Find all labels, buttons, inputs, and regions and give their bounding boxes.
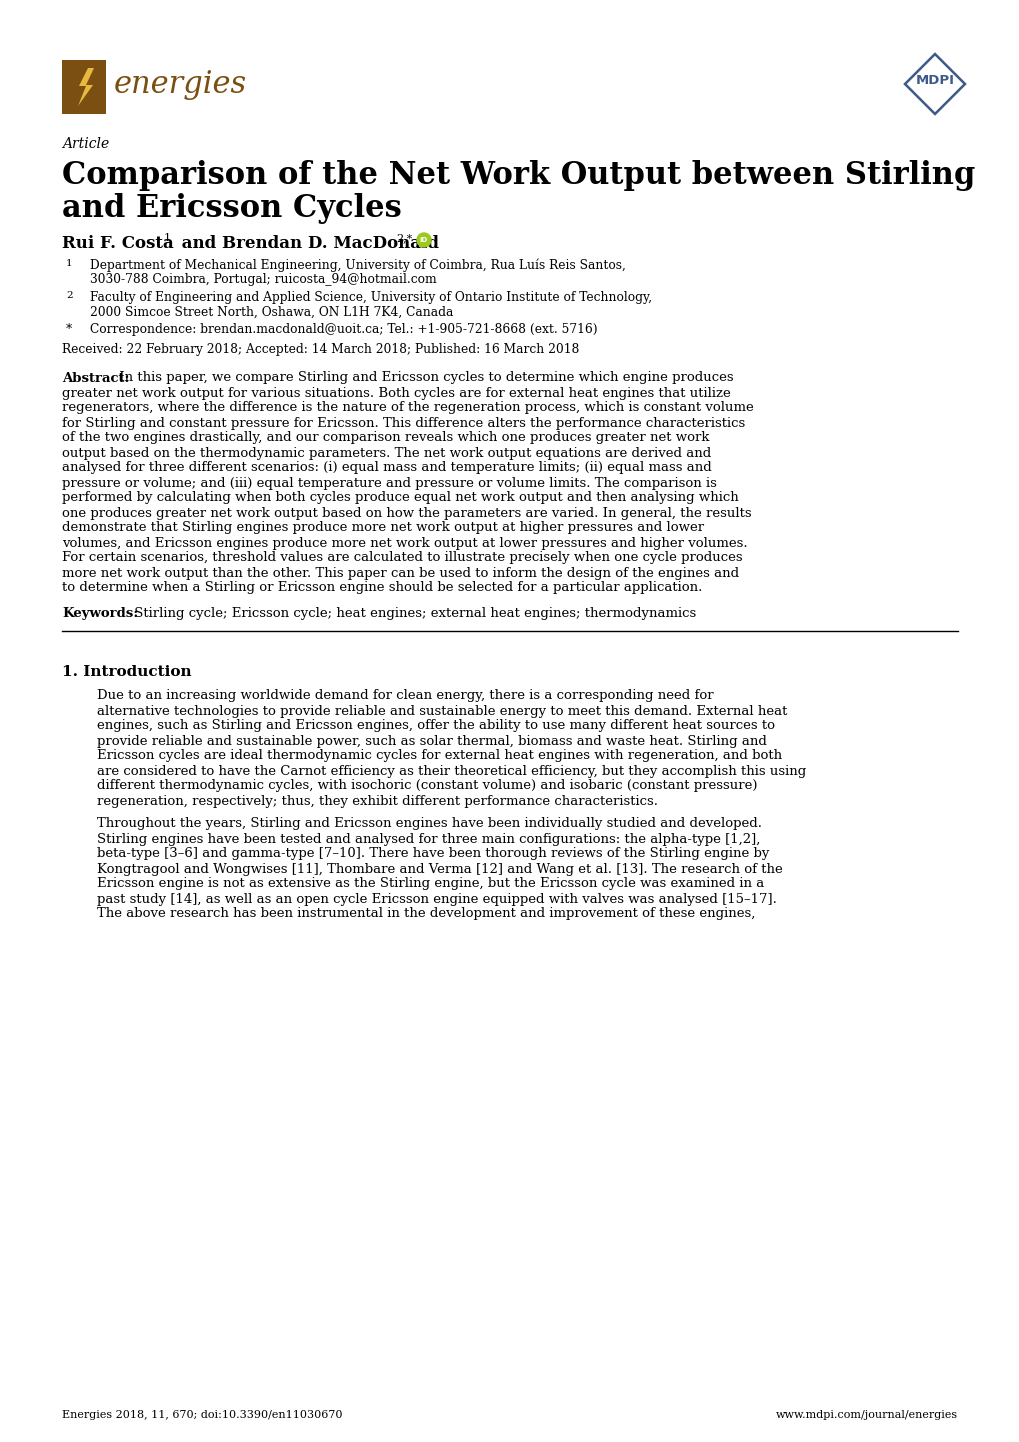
Text: Keywords:: Keywords: <box>62 607 139 620</box>
Text: www.mdpi.com/journal/energies: www.mdpi.com/journal/energies <box>775 1410 957 1420</box>
Circle shape <box>417 234 431 247</box>
Text: Correspondence: brendan.macdonald@uoit.ca; Tel.: +1-905-721-8668 (ext. 5716): Correspondence: brendan.macdonald@uoit.c… <box>90 323 597 336</box>
Text: demonstrate that Stirling engines produce more net work output at higher pressur: demonstrate that Stirling engines produc… <box>62 522 703 535</box>
Text: iD: iD <box>420 236 428 244</box>
Text: The above research has been instrumental in the development and improvement of t: The above research has been instrumental… <box>97 907 755 920</box>
Text: past study [14], as well as an open cycle Ericsson engine equipped with valves w: past study [14], as well as an open cycl… <box>97 893 776 906</box>
Bar <box>62 61 106 114</box>
Text: Energies 2018, 11, 670; doi:10.3390/en11030670: Energies 2018, 11, 670; doi:10.3390/en11… <box>62 1410 342 1420</box>
Text: 1. Introduction: 1. Introduction <box>62 665 192 679</box>
Text: Faculty of Engineering and Applied Science, University of Ontario Institute of T: Faculty of Engineering and Applied Scien… <box>90 291 651 304</box>
Text: Stirling engines have been tested and analysed for three main configurations: th: Stirling engines have been tested and an… <box>97 832 759 845</box>
Polygon shape <box>77 68 94 107</box>
Text: 2: 2 <box>66 291 72 300</box>
Text: and Ericsson Cycles: and Ericsson Cycles <box>62 193 401 224</box>
Text: engines, such as Stirling and Ericsson engines, offer the ability to use many di: engines, such as Stirling and Ericsson e… <box>97 720 774 733</box>
Text: 2000 Simcoe Street North, Oshawa, ON L1H 7K4, Canada: 2000 Simcoe Street North, Oshawa, ON L1H… <box>90 306 452 319</box>
Text: energies: energies <box>114 69 247 99</box>
Text: For certain scenarios, threshold values are calculated to illustrate precisely w: For certain scenarios, threshold values … <box>62 551 742 564</box>
Text: pressure or volume; and (iii) equal temperature and pressure or volume limits. T: pressure or volume; and (iii) equal temp… <box>62 476 716 489</box>
Text: regeneration, respectively; thus, they exhibit different performance characteris: regeneration, respectively; thus, they e… <box>97 795 657 808</box>
Text: greater net work output for various situations. Both cycles are for external hea: greater net work output for various situ… <box>62 386 730 399</box>
Text: Stirling cycle; Ericsson cycle; heat engines; external heat engines; thermodynam: Stirling cycle; Ericsson cycle; heat eng… <box>129 607 696 620</box>
Text: are considered to have the Carnot efficiency as their theoretical efficiency, bu: are considered to have the Carnot effici… <box>97 764 805 777</box>
Text: output based on the thermodynamic parameters. The net work output equations are : output based on the thermodynamic parame… <box>62 447 710 460</box>
Text: Ericsson engine is not as extensive as the Stirling engine, but the Ericsson cyc: Ericsson engine is not as extensive as t… <box>97 878 763 891</box>
Text: Due to an increasing worldwide demand for clean energy, there is a corresponding: Due to an increasing worldwide demand fo… <box>97 689 713 702</box>
Text: MDPI: MDPI <box>915 75 954 88</box>
Text: to determine when a Stirling or Ericsson engine should be selected for a particu: to determine when a Stirling or Ericsson… <box>62 581 702 594</box>
Text: Article: Article <box>62 137 109 151</box>
Text: of the two engines drastically, and our comparison reveals which one produces gr: of the two engines drastically, and our … <box>62 431 709 444</box>
Text: Comparison of the Net Work Output between Stirling: Comparison of the Net Work Output betwee… <box>62 160 974 190</box>
Text: performed by calculating when both cycles produce equal net work output and then: performed by calculating when both cycle… <box>62 492 738 505</box>
Text: 1: 1 <box>164 234 171 244</box>
Text: more net work output than the other. This paper can be used to inform the design: more net work output than the other. Thi… <box>62 567 739 580</box>
Text: and Brendan D. MacDonald: and Brendan D. MacDonald <box>176 235 438 252</box>
Text: 1: 1 <box>66 260 72 268</box>
Text: 2,*: 2,* <box>395 234 412 244</box>
Text: analysed for three different scenarios: (i) equal mass and temperature limits; (: analysed for three different scenarios: … <box>62 461 711 474</box>
Text: Ericsson cycles are ideal thermodynamic cycles for external heat engines with re: Ericsson cycles are ideal thermodynamic … <box>97 750 782 763</box>
Text: alternative technologies to provide reliable and sustainable energy to meet this: alternative technologies to provide reli… <box>97 705 787 718</box>
Text: regenerators, where the difference is the nature of the regeneration process, wh: regenerators, where the difference is th… <box>62 401 753 414</box>
Text: Rui F. Costa: Rui F. Costa <box>62 235 173 252</box>
Text: volumes, and Ericsson engines produce more net work output at lower pressures an: volumes, and Ericsson engines produce mo… <box>62 536 747 549</box>
Text: provide reliable and sustainable power, such as solar thermal, biomass and waste: provide reliable and sustainable power, … <box>97 734 766 747</box>
Text: Department of Mechanical Engineering, University of Coimbra, Rua Luís Reis Santo: Department of Mechanical Engineering, Un… <box>90 260 626 273</box>
Text: Received: 22 February 2018; Accepted: 14 March 2018; Published: 16 March 2018: Received: 22 February 2018; Accepted: 14… <box>62 343 579 356</box>
Polygon shape <box>904 53 964 114</box>
Text: one produces greater net work output based on how the parameters are varied. In : one produces greater net work output bas… <box>62 506 751 519</box>
Text: 3030-788 Coimbra, Portugal; ruicosta_94@hotmail.com: 3030-788 Coimbra, Portugal; ruicosta_94@… <box>90 274 436 287</box>
Text: Kongtragool and Wongwises [11], Thombare and Verma [12] and Wang et al. [13]. Th: Kongtragool and Wongwises [11], Thombare… <box>97 862 782 875</box>
Text: Throughout the years, Stirling and Ericsson engines have been individually studi: Throughout the years, Stirling and Erics… <box>97 818 761 831</box>
Text: beta-type [3–6] and gamma-type [7–10]. There have been thorough reviews of the S: beta-type [3–6] and gamma-type [7–10]. T… <box>97 848 768 861</box>
Text: *: * <box>66 323 72 336</box>
Text: Abstract:: Abstract: <box>62 372 129 385</box>
Text: In this paper, we compare Stirling and Ericsson cycles to determine which engine: In this paper, we compare Stirling and E… <box>115 372 733 385</box>
Text: for Stirling and constant pressure for Ericsson. This difference alters the perf: for Stirling and constant pressure for E… <box>62 417 745 430</box>
Text: different thermodynamic cycles, with isochoric (constant volume) and isobaric (c: different thermodynamic cycles, with iso… <box>97 780 757 793</box>
